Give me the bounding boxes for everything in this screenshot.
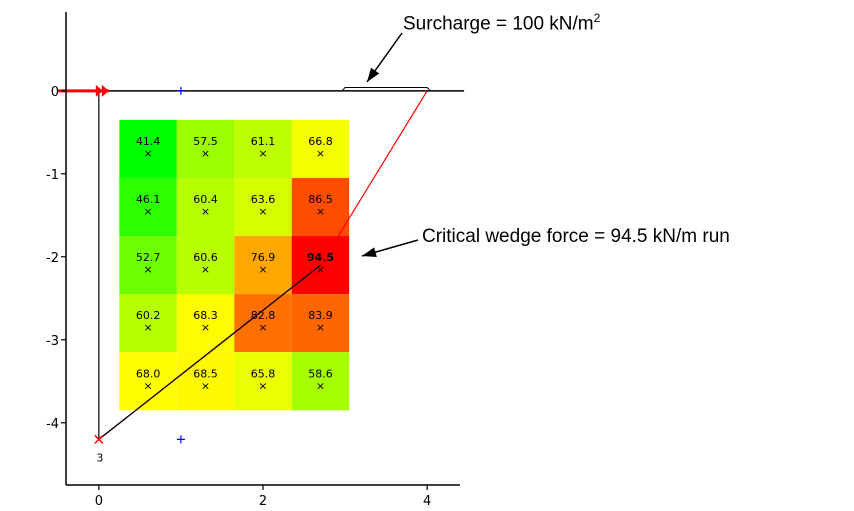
critical-wedge-arrow-head (362, 247, 377, 257)
x-tick-label: 0 (95, 494, 103, 509)
heatmap-cell-value: 66.8 (308, 135, 333, 148)
heatmap-cell (119, 294, 177, 353)
force-arrow-head (101, 84, 109, 97)
grid-point-marker: × (201, 379, 210, 392)
chart-axes: 0 -1 -2 -3 -4 0 2 4 (46, 12, 460, 509)
heatmap-cell (291, 294, 350, 353)
heatmap-cell (234, 294, 292, 353)
heatmap-cell-labels: 41.4×57.5×61.1×66.8×46.1×60.4×63.6×86.5×… (136, 135, 334, 392)
surcharge-annotation-text: Surcharge = 100 kN/m (403, 13, 594, 35)
x-tick-label: 2 (259, 494, 267, 509)
heatmap-cell (119, 236, 177, 295)
surcharge-annotation: Surcharge = 100 kN/m2 (403, 11, 600, 35)
grid-point-marker: × (143, 379, 152, 392)
heatmap-cell (119, 177, 177, 237)
grid-point-marker: × (201, 147, 210, 160)
wall-label: 3 (96, 451, 103, 464)
heatmap-cell-value: 68.3 (193, 309, 218, 322)
heatmap-cell (291, 177, 350, 237)
heatmap-cell (176, 294, 235, 353)
reference-point-marker (176, 435, 185, 444)
heatmap-cell-value: 41.4 (136, 135, 161, 148)
wall-toe-marker (94, 434, 104, 444)
grid-point-marker: × (258, 205, 267, 218)
grid-point-marker: × (143, 147, 152, 160)
y-tick-label: -4 (46, 417, 59, 432)
heatmap-cell-value: 60.2 (136, 309, 161, 322)
heatmap-cell-value: 57.5 (193, 135, 218, 148)
grid-point-marker: × (143, 321, 152, 334)
surcharge-annotation-superscript: 2 (593, 11, 601, 25)
x-tick-label: 4 (423, 494, 431, 509)
grid-point-marker: × (143, 205, 152, 218)
heatmap-cell (291, 119, 350, 178)
surcharge-arrow-head (367, 67, 380, 82)
failure-plane-black (98, 264, 321, 440)
critical-wedge-annotation-text: Critical wedge force = 94.5 kN/m run (422, 226, 730, 247)
grid-point-marker: × (201, 205, 210, 218)
heatmap-cell-value: 65.8 (251, 367, 276, 380)
heatmap-cell (176, 119, 235, 178)
heatmap-cell (234, 119, 292, 178)
y-tick-label: -2 (46, 251, 59, 266)
grid-point-marker: × (316, 321, 325, 334)
heatmap-cell-value: 61.1 (251, 135, 276, 148)
grid-point-marker: × (201, 263, 210, 276)
heatmap-cell-value: 58.6 (308, 367, 333, 380)
grid-point-marker: × (316, 147, 325, 160)
heatmap-cells (119, 119, 350, 411)
grid-point-marker: × (258, 147, 267, 160)
annotation-arrows (361, 32, 419, 257)
heatmap-cell (176, 236, 235, 295)
y-tick-label: -3 (46, 334, 59, 349)
surcharge-load (341, 87, 431, 92)
wedge-geometry: 3 (58, 84, 465, 464)
grid-point-marker: × (201, 321, 210, 334)
heatmap-cell (234, 236, 292, 295)
force-arrow-head (95, 84, 103, 97)
heatmap-cell (234, 177, 292, 237)
heatmap-cell-value: 63.6 (251, 193, 276, 206)
heatmap-cell-value: 52.7 (136, 251, 161, 264)
grid-point-marker: × (258, 263, 267, 276)
heatmap-cell-value: 60.6 (193, 251, 218, 264)
heatmap-cell (176, 177, 235, 237)
grid-point-marker: × (143, 263, 152, 276)
grid-point-marker: × (316, 263, 325, 276)
grid-point-marker: × (316, 205, 325, 218)
heatmap-cell-value: 46.1 (136, 193, 161, 206)
heatmap-cell-value: 68.5 (193, 367, 218, 380)
heatmap-cell-value: 68.0 (136, 367, 161, 380)
heatmap-cell-value: 86.5 (308, 193, 333, 206)
heatmap-cell-value: 60.4 (193, 193, 218, 206)
heatmap-cell-value: 76.9 (251, 251, 276, 264)
critical-wedge-annotation: Critical wedge force = 94.5 kN/m run (422, 226, 730, 248)
heatmap-cell (234, 352, 292, 411)
grid-point-marker: × (258, 379, 267, 392)
grid-point-marker: × (258, 321, 267, 334)
reference-point-marker (176, 86, 185, 95)
heatmap-cell-value: 83.9 (308, 309, 333, 322)
y-tick-label: 0 (51, 85, 59, 100)
heatmap-cell (291, 352, 350, 411)
heatmap-cell (176, 352, 235, 411)
heatmap-cell-value: 82.8 (251, 309, 276, 322)
heatmap-cell (119, 119, 177, 178)
grid-point-marker: × (316, 379, 325, 392)
y-tick-label: -1 (46, 168, 59, 183)
